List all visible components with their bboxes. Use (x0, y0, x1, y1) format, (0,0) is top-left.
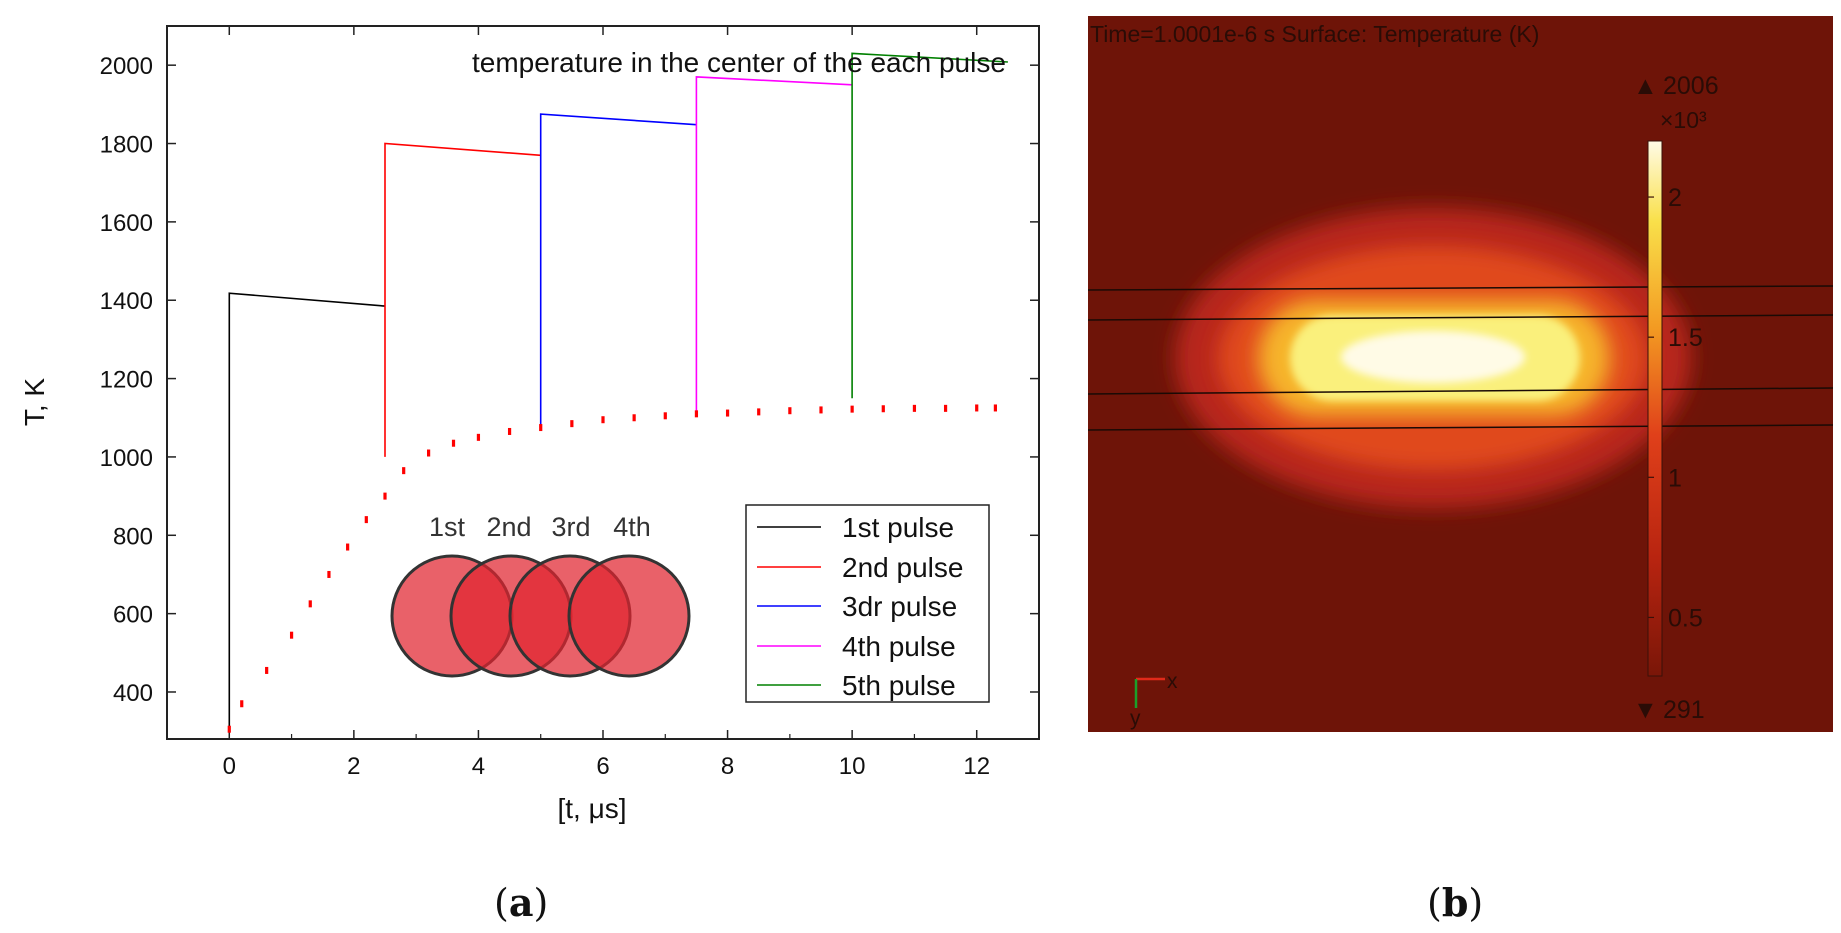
dotted-point (725, 409, 730, 417)
axis-y-label: y (1130, 707, 1141, 730)
axis-x-label: x (1167, 670, 1178, 693)
dotted-point (451, 439, 456, 447)
legend-label-2: 2nd pulse (842, 552, 963, 583)
y-tick-label: 1200 (100, 367, 153, 394)
legend-label-1: 1st pulse (842, 512, 954, 543)
panel-label-a: (a) (494, 880, 549, 925)
x-tick-label: 4 (472, 753, 485, 780)
dotted-point (364, 516, 368, 524)
dotted-point (819, 406, 823, 414)
dotted-point (757, 408, 761, 416)
dotted-point (975, 404, 979, 412)
y-tick-label: 400 (113, 680, 153, 707)
legend-label-5: 5th pulse (842, 670, 956, 701)
series-line-5 (851, 52, 1008, 399)
dotted-point (881, 405, 885, 413)
max-indicator-icon: ▲ (1633, 72, 1658, 100)
dotted-point (289, 631, 294, 639)
layer-line-4 (1088, 424, 1833, 431)
y-tick-label: 600 (113, 602, 153, 629)
dotted-point (912, 404, 917, 412)
dotted-point (383, 492, 387, 500)
y-ticks: 400 600 800 1000 1200 1400 1600 1800 2000 (100, 53, 1039, 707)
inset-label-4: 4th (613, 512, 651, 542)
chart-title: temperature in the center of the each pu… (472, 47, 1006, 78)
legend-label-3: 3dr pulse (842, 591, 957, 622)
x-tick-label: 8 (721, 753, 734, 780)
series-line-2 (384, 142, 541, 457)
layer-line-2 (1088, 314, 1833, 321)
colorbar-scale-label: ×10³ (1660, 107, 1707, 133)
min-indicator-icon: ▼ (1633, 696, 1658, 724)
dotted-point (601, 416, 605, 424)
colorbar-tick-label: 1.5 (1668, 324, 1703, 352)
layer-line-1 (1088, 285, 1833, 291)
dotted-point (265, 666, 269, 674)
dotted-point (308, 600, 312, 608)
dotted-point (788, 407, 792, 415)
dotted-point (850, 405, 854, 413)
x-tick-label: 0 (223, 753, 236, 780)
colorbar-ticks: 2 1.5 1 0.5 (1648, 184, 1703, 632)
x-tick-label: 12 (963, 753, 990, 780)
y-tick-label: 800 (113, 523, 153, 550)
inset-label-1: 1st (429, 512, 466, 542)
x-tick-label: 2 (347, 753, 360, 780)
colorbar-max-label: 2006 (1663, 72, 1719, 100)
y-axis-label: T, K (19, 378, 50, 427)
legend-label-4: 4th pulse (842, 631, 956, 662)
pulse-spot-4 (567, 554, 691, 678)
dotted-point (507, 427, 512, 435)
x-tick-label: 6 (596, 753, 609, 780)
dotted-point (943, 404, 948, 412)
dotted-point (694, 410, 699, 418)
dotted-point (663, 412, 667, 420)
temperature-surface-plot: Time=1.0001e-6 s Surface: Temperature (K… (1088, 16, 1833, 732)
dotted-point (476, 433, 481, 441)
legend-box (745, 504, 990, 703)
dotted-series (227, 404, 997, 733)
dotted-point (227, 725, 231, 733)
x-axis-label: [t, μs] (557, 793, 626, 824)
colorbar-min-label: 291 (1663, 696, 1705, 724)
legend: 1st pulse 2nd pulse 3dr pulse 4th pulse … (745, 504, 990, 703)
colorbar-tick-label: 0.5 (1668, 604, 1703, 632)
pulse-overlap-inset: 1st 2nd 3rd 4th (390, 512, 691, 678)
y-tick-label: 1800 (100, 132, 153, 159)
y-tick-label: 1000 (100, 445, 153, 472)
layer-line-3 (1088, 387, 1833, 395)
series-group (228, 52, 1008, 732)
dotted-point (570, 420, 574, 428)
heat-core-white (1341, 331, 1525, 383)
inset-label-2: 2nd (486, 512, 531, 542)
axis-triad: x y (1130, 670, 1178, 730)
panel-label-b: (b) (1427, 880, 1484, 925)
colorbar-tick-label: 2 (1668, 184, 1682, 212)
x-tick-label: 10 (839, 753, 866, 780)
dotted-point (346, 543, 350, 551)
dotted-point (327, 570, 331, 578)
dotted-point (632, 414, 636, 422)
series-line-4 (695, 76, 853, 414)
colorbar-tick-label: 1 (1668, 464, 1682, 492)
heatmap-title: Time=1.0001e-6 s Surface: Temperature (K… (1090, 21, 1539, 47)
colorbar (1647, 140, 1663, 677)
dotted-point (539, 424, 543, 432)
series-line-1 (228, 292, 386, 732)
temperature-chart: 400 600 800 1000 1200 1400 1600 1800 2000 0 2 4 6 8 1… (19, 25, 1040, 824)
y-tick-label: 1400 (100, 288, 153, 315)
dotted-point (427, 449, 431, 457)
dotted-point (993, 404, 997, 412)
y-tick-label: 1600 (100, 210, 153, 237)
series-line-3 (539, 113, 697, 430)
dotted-point (402, 467, 406, 475)
x-ticks: 0 2 4 6 8 10 12 (223, 26, 990, 780)
dotted-point (240, 700, 244, 708)
y-tick-label: 2000 (100, 53, 153, 80)
inset-label-3: 3rd (551, 512, 590, 542)
